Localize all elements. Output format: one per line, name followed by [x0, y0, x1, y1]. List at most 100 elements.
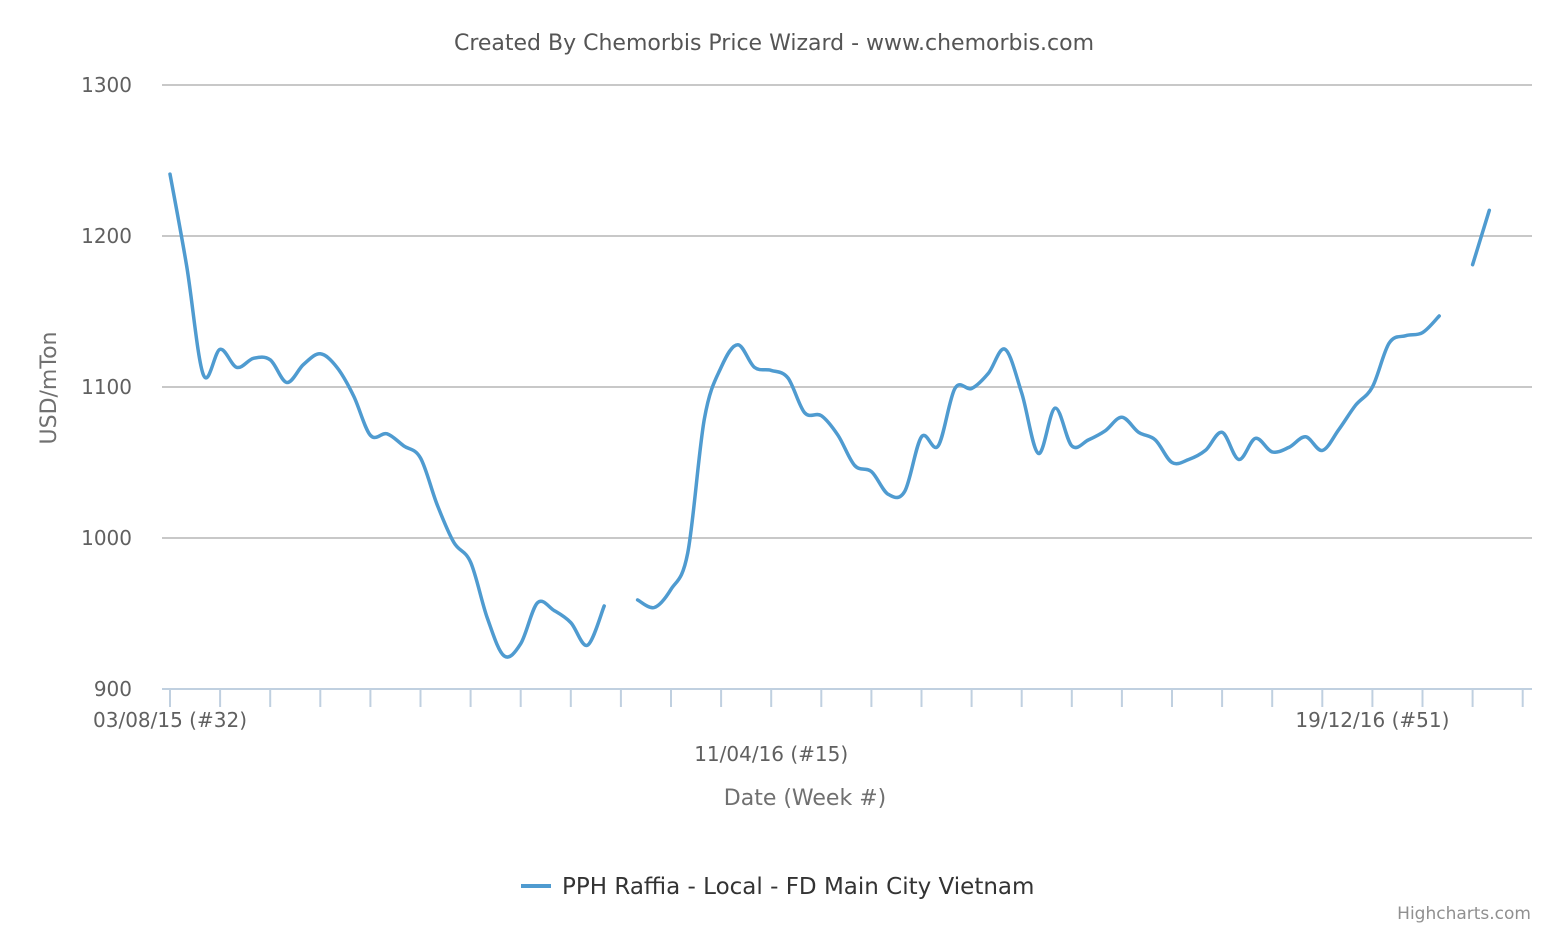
data-point-0-14[interactable]	[398, 440, 410, 452]
y-axis-ticks: 900 1000 1100 1200 1300	[81, 73, 132, 701]
data-point-1-42[interactable]	[1333, 423, 1345, 435]
legend-label[interactable]: PPH Raffia - Local - FD Main City Vietna…	[562, 874, 1034, 900]
data-point-1-33[interactable]	[1183, 453, 1195, 465]
data-point-1-15[interactable]	[882, 488, 894, 500]
data-point-0-13[interactable]	[381, 428, 393, 440]
data-point-1-3[interactable]	[682, 547, 694, 559]
data-point-0-26[interactable]	[598, 600, 610, 612]
data-point-1-28[interactable]	[1099, 425, 1111, 437]
gridlines	[162, 84, 1532, 539]
data-point-1-23[interactable]	[1016, 387, 1028, 399]
data-point-1-45[interactable]	[1383, 337, 1395, 349]
data-point-0-18[interactable]	[465, 556, 477, 568]
data-point-1-48[interactable]	[1433, 310, 1445, 322]
data-point-0-0[interactable]	[164, 168, 176, 180]
data-point-1-7[interactable]	[749, 361, 761, 373]
data-point-1-9[interactable]	[782, 372, 794, 384]
data-point-1-31[interactable]	[1149, 434, 1161, 446]
data-point-0-23[interactable]	[548, 604, 560, 616]
y-tick-label-1200: 1200	[81, 224, 132, 248]
data-point-1-19[interactable]	[949, 383, 961, 395]
data-point-1-44[interactable]	[1366, 381, 1378, 393]
y-tick-label-1100: 1100	[81, 375, 132, 399]
data-point-0-21[interactable]	[515, 638, 527, 650]
data-point-1-10[interactable]	[799, 407, 811, 419]
data-point-1-2[interactable]	[665, 583, 677, 595]
series-pph-raffia[interactable]	[164, 168, 1495, 662]
data-point-1-8[interactable]	[765, 364, 777, 376]
x-tick-label-0: 03/08/15 (#32)	[93, 708, 247, 732]
data-point-0-12[interactable]	[364, 429, 376, 441]
data-point-0-6[interactable]	[264, 354, 276, 366]
data-point-1-0[interactable]	[632, 594, 644, 606]
x-tick-label-2: 19/12/16 (#51)	[1295, 708, 1449, 732]
x-axis-title: Date (Week #)	[724, 786, 886, 811]
x-axis-ticks	[169, 689, 1524, 707]
data-point-1-4[interactable]	[698, 413, 710, 425]
series-line-segment-1[interactable]	[635, 314, 1441, 610]
data-point-2-0[interactable]	[1467, 259, 1479, 271]
data-point-0-8[interactable]	[298, 358, 310, 370]
data-point-0-17[interactable]	[448, 537, 460, 549]
data-point-0-1[interactable]	[181, 260, 193, 272]
data-point-1-1[interactable]	[648, 601, 660, 613]
data-point-1-18[interactable]	[932, 440, 944, 452]
data-point-1-13[interactable]	[849, 460, 861, 472]
data-point-0-22[interactable]	[531, 597, 543, 609]
data-point-0-20[interactable]	[498, 650, 510, 662]
data-point-1-14[interactable]	[865, 466, 877, 478]
data-point-0-25[interactable]	[582, 639, 594, 651]
data-point-1-17[interactable]	[916, 431, 928, 443]
data-point-1-21[interactable]	[982, 367, 994, 379]
data-point-1-36[interactable]	[1233, 453, 1245, 465]
data-point-1-40[interactable]	[1300, 431, 1312, 443]
data-point-0-2[interactable]	[197, 369, 209, 381]
data-point-1-34[interactable]	[1199, 444, 1211, 456]
data-point-1-35[interactable]	[1216, 426, 1228, 438]
data-point-0-7[interactable]	[281, 376, 293, 388]
data-point-1-29[interactable]	[1116, 411, 1128, 423]
data-point-1-5[interactable]	[715, 361, 727, 373]
y-axis-title: USD/mTon	[37, 332, 62, 445]
data-point-1-41[interactable]	[1316, 444, 1328, 456]
data-point-0-24[interactable]	[565, 617, 577, 629]
data-point-1-11[interactable]	[815, 410, 827, 422]
data-point-0-5[interactable]	[248, 352, 260, 364]
data-point-1-26[interactable]	[1066, 440, 1078, 452]
data-point-1-25[interactable]	[1049, 402, 1061, 414]
data-point-0-9[interactable]	[314, 348, 326, 360]
series-line-segment-2[interactable]	[1470, 208, 1492, 267]
data-point-1-20[interactable]	[966, 383, 978, 395]
data-point-0-19[interactable]	[481, 612, 493, 624]
data-point-1-32[interactable]	[1166, 457, 1178, 469]
y-tick-label-1300: 1300	[81, 73, 132, 97]
x-axis-tick-labels: 03/08/15 (#32) 11/04/16 (#15) 19/12/16 (#5…	[93, 708, 1449, 766]
data-point-1-24[interactable]	[1032, 447, 1044, 459]
data-point-1-30[interactable]	[1133, 426, 1145, 438]
data-point-1-39[interactable]	[1283, 441, 1295, 453]
y-tick-label-1000: 1000	[81, 526, 132, 550]
data-point-1-27[interactable]	[1083, 434, 1095, 446]
data-point-1-6[interactable]	[732, 339, 744, 351]
data-point-0-10[interactable]	[331, 361, 343, 373]
data-point-0-16[interactable]	[431, 499, 443, 511]
data-point-0-3[interactable]	[214, 343, 226, 355]
data-point-0-11[interactable]	[348, 390, 360, 402]
data-point-1-37[interactable]	[1250, 432, 1262, 444]
data-point-1-12[interactable]	[832, 429, 844, 441]
data-point-1-46[interactable]	[1400, 330, 1412, 342]
data-point-1-16[interactable]	[899, 485, 911, 497]
data-point-2-1[interactable]	[1483, 204, 1495, 216]
data-point-1-47[interactable]	[1417, 327, 1429, 339]
series-line-segment-0[interactable]	[168, 172, 606, 659]
data-point-1-38[interactable]	[1266, 446, 1278, 458]
legend[interactable]: PPH Raffia - Local - FD Main City Vietna…	[521, 874, 1034, 900]
credits-link[interactable]: Highcharts.com	[1397, 904, 1531, 924]
y-tick-label-900: 900	[94, 677, 132, 701]
data-point-1-22[interactable]	[999, 343, 1011, 355]
data-point-0-4[interactable]	[231, 361, 243, 373]
data-point-1-43[interactable]	[1350, 399, 1362, 411]
data-point-0-15[interactable]	[415, 452, 427, 464]
